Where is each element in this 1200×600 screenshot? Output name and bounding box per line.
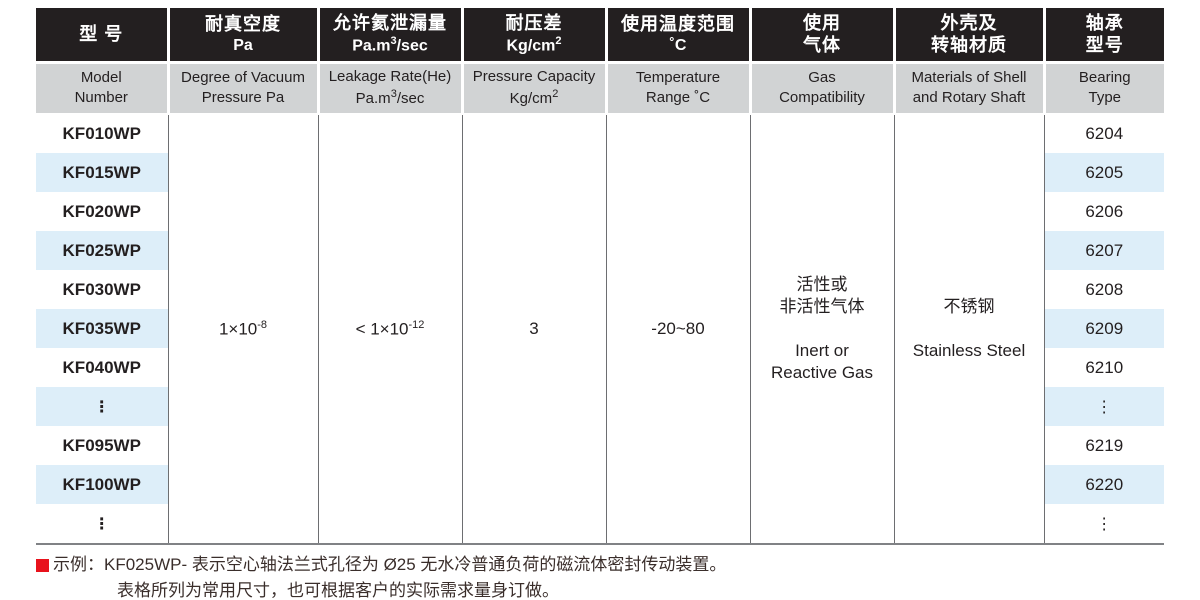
col-header-bearing: 轴承 型号 xyxy=(1044,8,1164,64)
pressure-value-cell: 3 xyxy=(462,114,607,543)
header-row-english: Model Number Degree of Vacuum Pressure P… xyxy=(36,62,1164,115)
model-cell: KF040WP xyxy=(36,348,169,387)
bearing-cell: 6220 xyxy=(1044,465,1164,504)
col-subheader-leakage: Leakage Rate(He) Pa.m3/sec xyxy=(318,62,464,115)
col-subheader-vacuum: Degree of Vacuum Pressure Pa xyxy=(168,62,320,115)
model-cell: KF015WP xyxy=(36,153,169,192)
gas-value-cell: 活性或 非活性气体 Inert or Reactive Gas xyxy=(750,114,895,543)
leakage-value-cell: < 1×10-12 xyxy=(318,114,463,543)
col-header-vacuum: 耐真空度 Pa xyxy=(168,8,320,64)
spec-table: 型 号 耐真空度 Pa 允许氦泄漏量 Pa.m3/sec 耐压差 Kg/cm2 … xyxy=(36,8,1164,543)
table-row: KF095WP 6219 xyxy=(36,426,1164,465)
bearing-cell: 6209 xyxy=(1044,309,1164,348)
bearing-ellipsis-cell: ⋮ xyxy=(1044,504,1164,543)
spec-table-wrap: 型 号 耐真空度 Pa 允许氦泄漏量 Pa.m3/sec 耐压差 Kg/cm2 … xyxy=(36,8,1164,545)
model-cell: KF100WP xyxy=(36,465,169,504)
table-row: KF020WP 6206 xyxy=(36,192,1164,231)
col-header-temperature: 使用温度范围 ˚C xyxy=(606,8,752,64)
table-row: KF015WP 6205 xyxy=(36,153,1164,192)
model-cell: KF025WP xyxy=(36,231,169,270)
bearing-cell: 6206 xyxy=(1044,192,1164,231)
model-cell: KF030WP xyxy=(36,270,169,309)
temperature-value-cell: -20~80 xyxy=(606,114,751,543)
note-label: 示例： xyxy=(53,555,104,574)
table-row-ellipsis: ⋮ ⋮ xyxy=(36,504,1164,543)
vacuum-value-cell: 1×10-8 xyxy=(168,114,319,543)
bearing-cell: 6204 xyxy=(1044,114,1164,153)
bearing-cell: 6205 xyxy=(1044,153,1164,192)
bearing-cell: 6210 xyxy=(1044,348,1164,387)
bearing-cell: 6208 xyxy=(1044,270,1164,309)
table-row: KF100WP 6220 xyxy=(36,465,1164,504)
model-ellipsis-cell: ⋮ xyxy=(36,504,169,543)
red-square-bullet-icon xyxy=(36,558,49,572)
model-cell: KF095WP xyxy=(36,426,169,465)
footnote: 示例： KF025WP- 表示空心轴法兰式孔径为 Ø25 无水冷普通负荷的磁流体密… xyxy=(36,552,1164,600)
bearing-cell: 6207 xyxy=(1044,231,1164,270)
col-header-materials: 外壳及 转轴材质 xyxy=(894,8,1046,64)
bearing-ellipsis-cell: ⋮ xyxy=(1044,387,1164,426)
col-subheader-pressure: Pressure Capacity Kg/cm2 xyxy=(462,62,608,115)
col-header-leakage: 允许氦泄漏量 Pa.m3/sec xyxy=(318,8,464,64)
header-row-chinese: 型 号 耐真空度 Pa 允许氦泄漏量 Pa.m3/sec 耐压差 Kg/cm2 … xyxy=(36,8,1164,64)
col-header-gas: 使用 气体 xyxy=(750,8,896,64)
bearing-cell: 6219 xyxy=(1044,426,1164,465)
col-subheader-materials: Materials of Shell and Rotary Shaft xyxy=(894,62,1046,115)
col-subheader-gas: Gas Compatibility xyxy=(750,62,896,115)
model-cell: KF010WP xyxy=(36,114,169,153)
col-subheader-temperature: Temperature Range ˚C xyxy=(606,62,752,115)
note-line1-text: KF025WP- 表示空心轴法兰式孔径为 Ø25 无水冷普通负荷的磁流体密封传动… xyxy=(104,555,727,574)
table-row: KF030WP 6208 xyxy=(36,270,1164,309)
table-row-ellipsis: ⋮ ⋮ xyxy=(36,387,1164,426)
table-row: KF025WP 6207 xyxy=(36,231,1164,270)
model-cell: KF020WP xyxy=(36,192,169,231)
table-row: KF010WP 1×10-8 < 1×10-12 3 -20~80 活性或 非活… xyxy=(36,114,1164,543)
model-ellipsis-cell: ⋮ xyxy=(36,387,169,426)
col-header-pressure: 耐压差 Kg/cm2 xyxy=(462,8,608,64)
note-line2-text: 表格所列为常用尺寸，也可根据客户的实际需求量身订做。 xyxy=(117,581,559,600)
col-subheader-model: Model Number xyxy=(36,62,170,115)
table-row: KF040WP 6210 xyxy=(36,348,1164,387)
materials-value-cell: 不锈钢 Stainless Steel xyxy=(894,114,1045,543)
model-cell: KF035WP xyxy=(36,309,169,348)
table-row: KF035WP 6209 xyxy=(36,309,1164,348)
col-subheader-bearing: Bearing Type xyxy=(1044,62,1164,115)
col-header-model: 型 号 xyxy=(36,8,170,64)
